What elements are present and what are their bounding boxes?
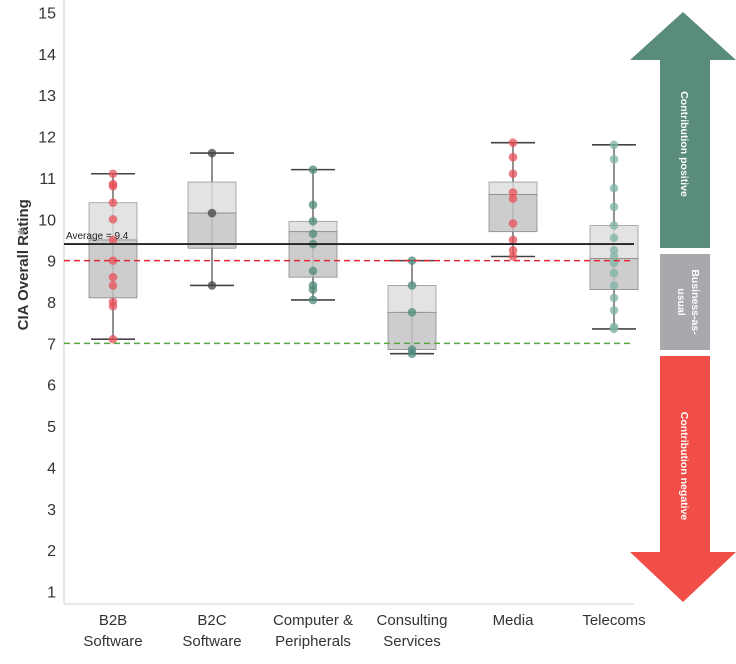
data-point — [609, 154, 619, 164]
data-point — [108, 334, 118, 344]
y-tick-label: 6 — [47, 378, 56, 395]
data-point — [308, 165, 318, 174]
data-point — [308, 281, 318, 290]
y-tick-label: 1 — [47, 585, 56, 602]
category-label: Computer & — [273, 612, 353, 629]
category-label: Software — [182, 633, 241, 650]
data-point — [508, 152, 518, 162]
y-tick-label: 5 — [47, 419, 56, 436]
data-point — [108, 198, 118, 208]
data-point — [508, 169, 518, 179]
data-point — [108, 272, 118, 282]
data-point — [207, 208, 217, 218]
data-point — [108, 179, 118, 189]
data-point — [407, 281, 417, 290]
box-group: Consulting Services — [377, 256, 448, 650]
category-label: Media — [493, 612, 535, 629]
category-label: Consulting — [377, 612, 448, 629]
data-point — [609, 245, 619, 255]
data-point — [508, 252, 518, 261]
data-point — [609, 305, 619, 315]
data-point — [609, 268, 619, 278]
y-tick-label: 4 — [47, 460, 56, 477]
band-label: Contribution positive — [678, 91, 690, 197]
y-tick-label: 2 — [47, 543, 56, 560]
data-point — [609, 233, 619, 243]
data-point — [508, 194, 518, 203]
data-point — [508, 235, 518, 245]
y-axis-title: CIA Overall Rating — [15, 199, 32, 330]
category-label: Telecoms — [582, 612, 645, 629]
data-point — [108, 169, 118, 179]
y-tick-label: 14 — [38, 47, 56, 64]
data-point — [609, 281, 619, 290]
box-group: B2B Software — [83, 169, 143, 650]
data-point — [308, 200, 318, 210]
band-label: Business-as- — [689, 269, 701, 335]
sort-icon: ✱ — [17, 227, 28, 235]
data-point — [207, 281, 217, 290]
data-point — [508, 245, 518, 255]
data-point — [108, 297, 118, 307]
data-point — [609, 202, 619, 212]
data-point — [407, 308, 417, 317]
category-label: Services — [383, 633, 441, 650]
data-point — [609, 221, 619, 230]
y-tick-label: 11 — [39, 171, 56, 188]
data-point — [609, 322, 619, 332]
y-tick-label: 13 — [38, 88, 56, 105]
box-upper — [387, 285, 437, 313]
y-tick-label: 10 — [38, 212, 56, 229]
category-label: B2B — [99, 612, 127, 629]
band-label: usual — [675, 288, 687, 316]
box-group: Computer & Peripherals — [273, 165, 353, 650]
data-point — [308, 295, 318, 305]
positive-arrow — [630, 12, 736, 248]
data-point — [207, 148, 217, 158]
data-point — [108, 235, 118, 245]
data-point — [407, 345, 417, 354]
data-point — [108, 281, 118, 290]
data-point — [308, 217, 318, 226]
data-point — [508, 138, 518, 148]
category-label: Peripherals — [275, 633, 351, 650]
data-point — [108, 214, 118, 224]
y-tick-label: 12 — [38, 130, 56, 147]
band-label: Contribution negative — [678, 412, 690, 521]
box-lower — [187, 212, 237, 249]
average-label: Average = 9.4 — [66, 231, 129, 242]
data-point — [609, 293, 619, 303]
data-point — [508, 188, 518, 197]
data-point — [609, 140, 619, 150]
box-upper — [187, 181, 237, 214]
data-point — [308, 266, 318, 276]
category-label: B2C — [197, 612, 226, 629]
y-tick-label: 7 — [47, 336, 56, 353]
y-tick-label: 8 — [47, 295, 56, 312]
y-tick-label: 9 — [47, 254, 56, 271]
data-point — [407, 256, 417, 265]
data-point — [609, 183, 619, 193]
y-tick-label: 3 — [47, 502, 56, 519]
data-point — [108, 256, 118, 265]
business-as-usual-band — [660, 254, 710, 350]
negative-arrow — [630, 356, 736, 602]
data-point — [508, 219, 518, 228]
y-tick-label: 15 — [38, 5, 56, 22]
data-point — [308, 229, 318, 239]
category-label: Software — [83, 633, 142, 650]
box-group: Media — [488, 138, 538, 629]
box-group: Telecoms — [582, 140, 646, 629]
box-group: B2C Software — [182, 148, 242, 650]
data-point — [609, 252, 619, 261]
